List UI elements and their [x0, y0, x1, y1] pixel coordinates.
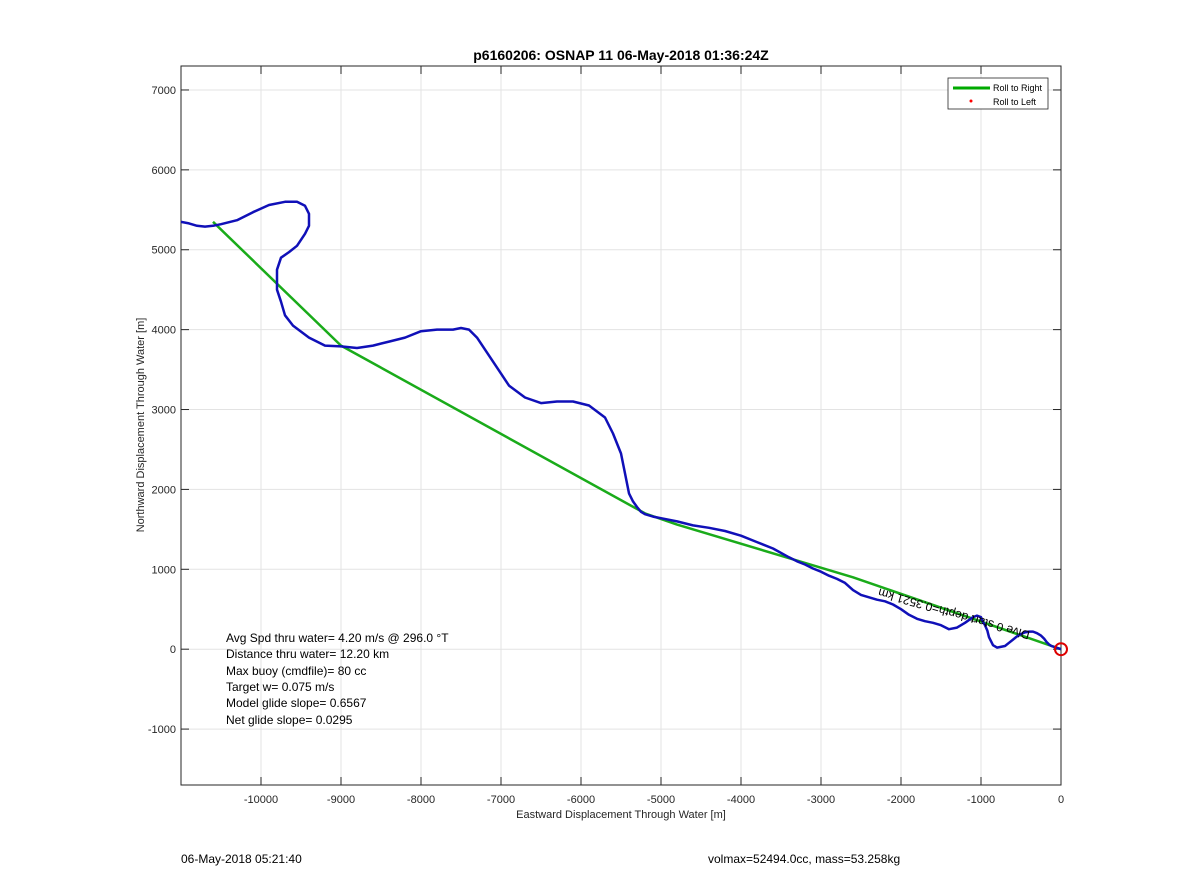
annotation-model-glide: Model glide slope= 0.6567	[226, 696, 367, 710]
annotation-block: Avg Spd thru water= 4.20 m/s @ 296.0 °T …	[226, 631, 449, 727]
x-tick-label: -6000	[567, 794, 595, 806]
annotation-avg-speed: Avg Spd thru water= 4.20 m/s @ 296.0 °T	[226, 631, 449, 645]
x-tick-label: 0	[1058, 794, 1064, 806]
annotation-distance: Distance thru water= 12.20 km	[226, 647, 389, 661]
annotation-net-glide: Net glide slope= 0.0295	[226, 713, 353, 727]
y-tick-label: 1000	[152, 564, 176, 576]
y-tick-label: 0	[170, 644, 176, 656]
y-tick-label: 4000	[152, 325, 176, 337]
axis-ticks: -10000 -9000 -8000 -7000 -6000 -5000 -4000 -300…	[148, 66, 1064, 806]
y-tick-label: 3000	[152, 405, 176, 417]
footer-timestamp: 06-May-2018 05:21:40	[181, 852, 302, 866]
x-tick-label: -1000	[967, 794, 995, 806]
y-axis-label: Northward Displacement Through Water [m]	[135, 318, 147, 533]
x-axis-label: Eastward Displacement Through Water [m]	[516, 809, 726, 821]
series-group	[181, 200, 1061, 651]
legend-label-roll-left: Roll to Left	[993, 97, 1037, 107]
x-tick-label: -8000	[407, 794, 435, 806]
track-line	[181, 200, 1061, 651]
x-tick-label: -5000	[647, 794, 675, 806]
plot-area	[180, 65, 1062, 786]
rotated-dive-annotation: Dive 0 start depth=0.3521 km	[876, 585, 1031, 642]
x-tick-label: -9000	[327, 794, 355, 806]
x-tick-label: -10000	[244, 794, 278, 806]
legend-marker-roll-left	[969, 99, 973, 103]
y-tick-label: 6000	[152, 165, 176, 177]
start-marker	[1054, 642, 1068, 657]
x-tick-label: -7000	[487, 794, 515, 806]
annotation-target-w: Target w= 0.075 m/s	[226, 680, 334, 694]
legend-label-roll-right: Roll to Right	[993, 83, 1043, 93]
y-tick-label: -1000	[148, 724, 176, 736]
roll-to-right-line	[212, 220, 1061, 651]
footer-vol-mass: volmax=52494.0cc, mass=53.258kg	[708, 852, 901, 866]
x-tick-label: -4000	[727, 794, 755, 806]
marker-group	[1054, 642, 1068, 657]
annotation-max-buoy: Max buoy (cmdfile)= 80 cc	[226, 664, 366, 678]
x-tick-label: -2000	[887, 794, 915, 806]
legend-box	[947, 77, 1049, 110]
y-tick-label: 5000	[152, 245, 176, 257]
x-tick-label: -3000	[807, 794, 835, 806]
legend: Roll to Right Roll to Left	[947, 77, 1049, 110]
chart-title: p6160206: OSNAP 11 06-May-2018 01:36:24Z	[473, 47, 769, 63]
y-tick-label: 2000	[152, 484, 176, 496]
y-tick-label: 7000	[152, 85, 176, 97]
